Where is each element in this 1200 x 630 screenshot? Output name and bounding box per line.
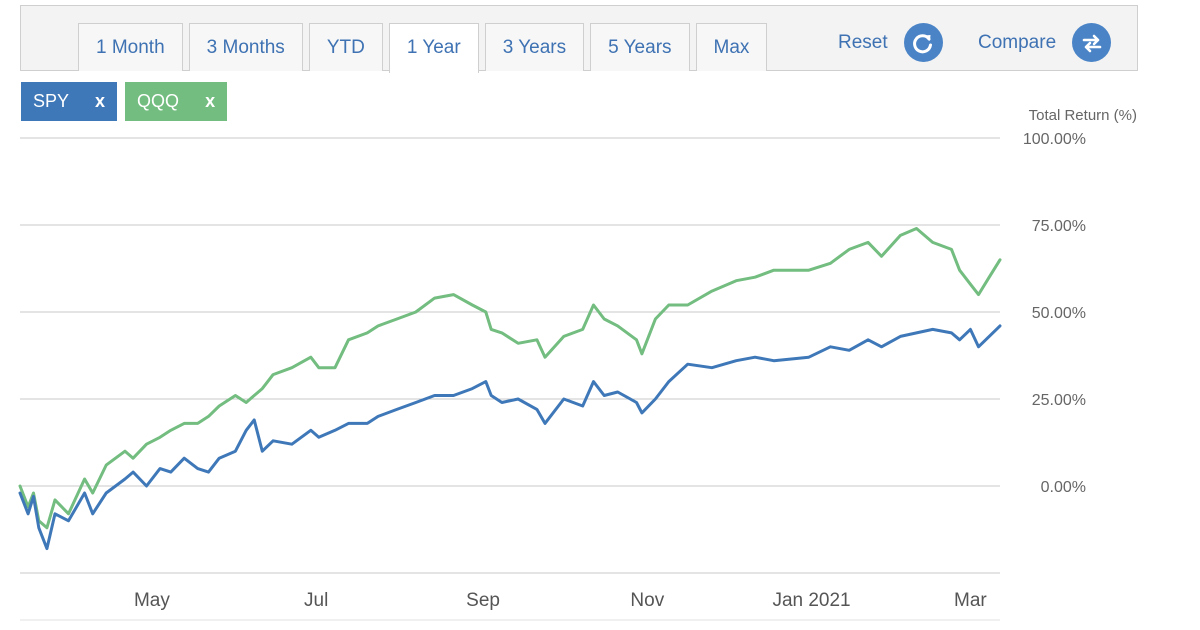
remove-series-icon[interactable]: x (95, 91, 106, 111)
series-chips: SPY x QQQ x (21, 82, 235, 121)
reset-label: Reset (838, 31, 888, 53)
x-tick-label: Jan 2021 (772, 590, 850, 611)
x-tick-label: Jul (304, 590, 328, 611)
y-tick-label: 75.00% (1032, 218, 1086, 235)
tab-max[interactable]: Max (695, 23, 768, 71)
x-tick-label: May (134, 590, 170, 611)
series-chip-label: SPY (33, 91, 70, 111)
series-line-qqq (18, 227, 1002, 530)
tab-3-months[interactable]: 3 Months (188, 23, 303, 71)
tab-ytd[interactable]: YTD (308, 23, 383, 71)
tab-1-year[interactable]: 1 Year (388, 23, 479, 73)
tab-3-years[interactable]: 3 Years (484, 23, 585, 71)
x-tick-label: Sep (466, 590, 500, 611)
time-range-tabs: 1 Month 3 Months YTD 1 Year 3 Years 5 Years Ma… (78, 23, 773, 73)
y-tick-label: 100.00% (1023, 131, 1086, 148)
series-chip-qqq[interactable]: QQQ x (125, 82, 228, 121)
series-chip-label: QQQ (137, 91, 180, 111)
y-tick-label: 0.00% (1041, 479, 1086, 496)
y-axis-title: Total Return (%) (1029, 107, 1137, 124)
tab-1-month[interactable]: 1 Month (78, 23, 183, 71)
x-tick-label: Nov (630, 590, 664, 611)
refresh-icon[interactable] (903, 23, 943, 62)
y-tick-label: 50.00% (1032, 305, 1086, 322)
series-chip-spy[interactable]: SPY x (21, 82, 118, 121)
series-line-spy (18, 324, 1002, 551)
reset-button[interactable]: Reset (838, 23, 943, 62)
compare-button[interactable]: Compare (978, 23, 1112, 62)
y-tick-label: 25.00% (1032, 392, 1086, 409)
tab-5-years[interactable]: 5 Years (590, 23, 690, 71)
x-tick-label: Mar (954, 590, 987, 611)
compare-label: Compare (978, 31, 1057, 53)
time-range-toolbar: 1 Month 3 Months YTD 1 Year 3 Years 5 Years Ma… (20, 5, 1138, 73)
remove-series-icon[interactable]: x (205, 91, 216, 111)
swap-arrows-icon[interactable] (1072, 23, 1112, 62)
